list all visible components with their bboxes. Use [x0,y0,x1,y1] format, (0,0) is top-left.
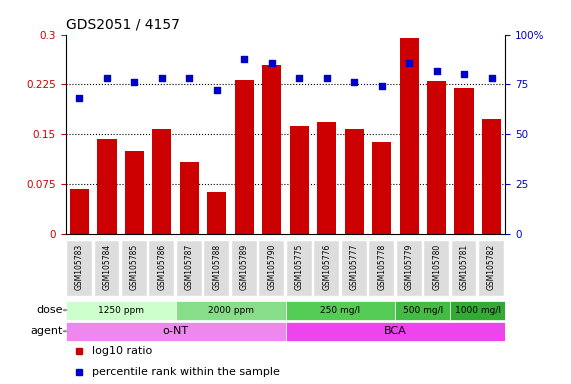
Point [460,71,469,78]
Point [349,79,359,86]
Bar [287,241,312,296]
Text: GSM105788: GSM105788 [212,244,222,290]
Point [267,60,276,66]
Text: percentile rank within the sample: percentile rank within the sample [92,367,280,377]
Text: GSM105780: GSM105780 [432,244,441,290]
Text: agent: agent [30,326,63,336]
Bar [455,88,474,234]
Bar [259,241,284,296]
Bar [67,241,92,296]
Bar [342,241,367,296]
Bar [207,192,227,234]
Bar [262,65,282,234]
Point [102,75,111,81]
Bar [317,122,336,234]
Text: GSM105783: GSM105783 [75,244,84,290]
Text: GSM105775: GSM105775 [295,244,304,290]
Bar [372,142,391,234]
Text: GSM105787: GSM105787 [185,244,194,290]
Bar [479,241,504,296]
Bar [344,129,364,234]
Text: dose: dose [37,305,63,315]
Bar [180,162,199,234]
Bar [150,241,174,296]
Bar [232,241,256,296]
Bar [397,241,421,296]
Text: o-NT: o-NT [163,326,188,336]
Bar [315,241,339,296]
Point [185,75,194,81]
Point [377,83,386,89]
Text: 500 mg/l: 500 mg/l [403,306,443,314]
Text: GSM105779: GSM105779 [405,244,413,290]
Bar [286,322,505,341]
Text: log10 ratio: log10 ratio [92,346,152,356]
Text: GSM105786: GSM105786 [158,244,166,290]
Text: GSM105790: GSM105790 [267,244,276,290]
Point [157,75,166,81]
Bar [95,241,119,296]
Point [212,88,222,94]
Bar [289,126,309,234]
Point [75,95,84,101]
Bar [395,301,451,319]
Bar [152,129,171,234]
Bar [176,301,286,319]
Bar [452,241,476,296]
Bar [177,241,202,296]
Bar [400,38,419,234]
Bar [427,81,447,234]
Text: BCA: BCA [384,326,407,336]
Point [405,60,414,66]
Bar [482,119,501,234]
Text: GSM105784: GSM105784 [102,244,111,290]
Bar [451,301,505,319]
Bar [369,241,394,296]
Text: 250 mg/l: 250 mg/l [320,306,360,314]
Bar [286,301,395,319]
Bar [122,241,147,296]
Point [487,75,496,81]
Text: 2000 ppm: 2000 ppm [207,306,254,314]
Text: 1000 mg/l: 1000 mg/l [455,306,501,314]
Text: GDS2051 / 4157: GDS2051 / 4157 [66,17,179,31]
Text: GSM105781: GSM105781 [460,244,469,290]
Text: GSM105776: GSM105776 [322,244,331,290]
Point [432,68,441,74]
Point [130,79,139,86]
Text: GSM105782: GSM105782 [487,244,496,290]
Text: GSM105778: GSM105778 [377,244,386,290]
Point [322,75,331,81]
Text: GSM105777: GSM105777 [349,244,359,290]
Bar [235,80,254,234]
Point [240,55,249,61]
Text: 1250 ppm: 1250 ppm [98,306,144,314]
Text: GSM105785: GSM105785 [130,244,139,290]
Bar [70,189,89,234]
Text: GSM105789: GSM105789 [240,244,249,290]
Bar [204,241,229,296]
Bar [124,151,144,234]
Point [295,75,304,81]
Bar [424,241,449,296]
Bar [66,322,286,341]
Bar [66,301,176,319]
Bar [97,139,116,234]
